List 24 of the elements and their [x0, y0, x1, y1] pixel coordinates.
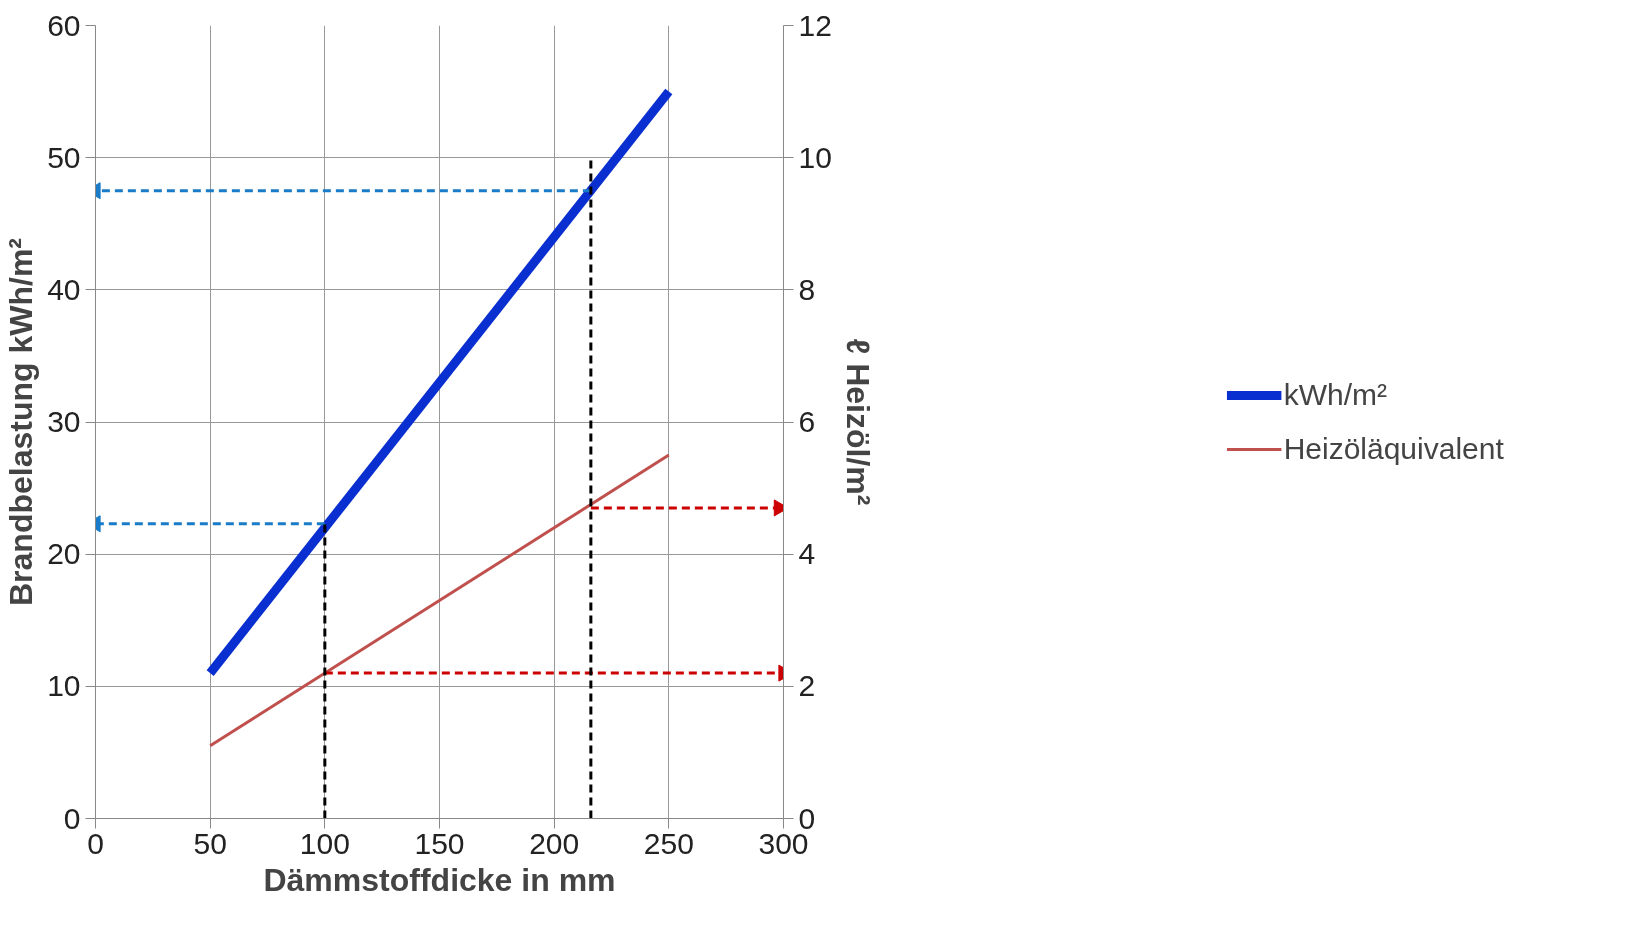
y-tick-label: 0 [63, 801, 81, 835]
y2-tick-label: 6 [798, 405, 816, 438]
y-tick-label: 40 [47, 272, 81, 306]
y-axis-title: Brandbelastung kWh/m² [3, 237, 40, 607]
x-tick-label: 50 [193, 826, 227, 860]
y2-tick-label: 10 [798, 140, 832, 174]
y-tick-label: 50 [47, 140, 81, 174]
x-axis-title: Dämmstoffdicke in mm [263, 861, 616, 898]
y-tick-label: 10 [47, 669, 81, 703]
x-tick-label: 150 [414, 826, 465, 860]
y-tick-label: 60 [47, 8, 81, 42]
legend-label: Heizöläquivalent [1283, 431, 1504, 466]
x-tick-label: 0 [87, 826, 104, 860]
y2-tick-label: 4 [798, 537, 816, 571]
x-tick-label: 200 [529, 826, 580, 860]
x-tick-label: 100 [299, 826, 350, 860]
y2-tick-label: 12 [798, 8, 832, 42]
y2-tick-label: 2 [798, 669, 816, 703]
x-tick-label: 250 [643, 826, 694, 860]
y2-tick-label: 8 [798, 272, 816, 306]
y-tick-label: 30 [47, 405, 81, 438]
legend-label: kWh/m² [1283, 377, 1387, 412]
y-tick-label: 20 [47, 537, 81, 571]
y2-axis-title: ℓ Heizöl/m² [839, 338, 876, 506]
